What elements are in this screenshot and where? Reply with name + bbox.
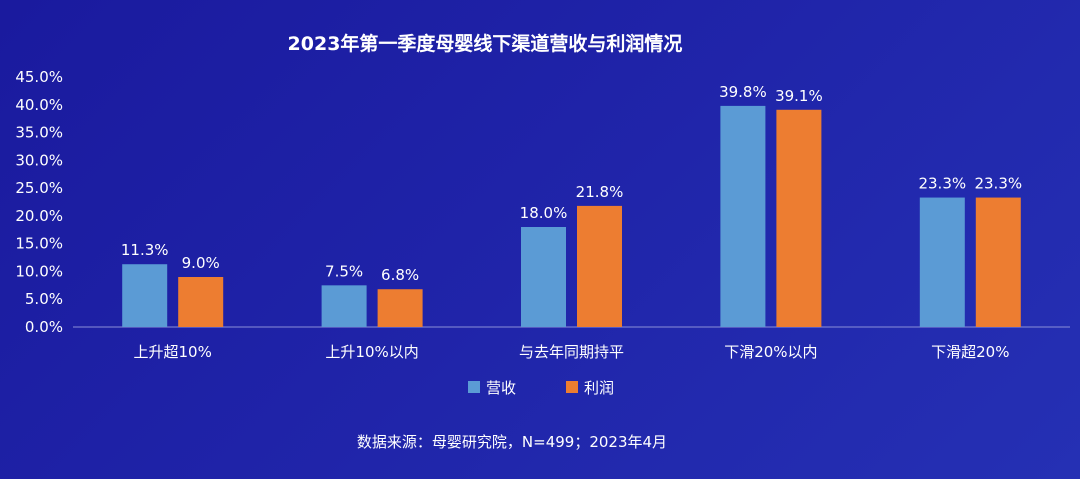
data-label: 21.8% (576, 183, 624, 201)
bar-profit (178, 277, 224, 327)
x-tick-label: 下滑超20% (931, 343, 1009, 361)
y-tick-label: 15.0% (15, 235, 63, 253)
data-label: 11.3% (121, 241, 169, 259)
source-note: 数据来源：母婴研究院，N=499；2023年4月 (357, 433, 667, 451)
bar-revenue (122, 264, 168, 327)
bar-revenue (720, 105, 766, 327)
data-label: 39.8% (719, 83, 767, 101)
y-tick-label: 40.0% (15, 96, 63, 114)
bar-revenue (521, 227, 566, 327)
x-tick-label: 与去年同期持平 (519, 343, 624, 361)
bar-profit (975, 197, 1021, 327)
bar-profit (776, 109, 822, 328)
legend-label: 营收 (486, 379, 516, 397)
x-axis: 上升超10% 上升10%以内 与去年同期持平 下滑20%以内 下滑超20% (134, 343, 1010, 361)
data-label: 7.5% (325, 262, 363, 280)
data-label: 6.8% (381, 266, 419, 284)
y-axis: 0.0% 5.0% 10.0% 15.0% 20.0% 25.0% 30.0% 35.0% 40… (15, 68, 63, 336)
data-label: 9.0% (182, 254, 220, 272)
data-label: 23.3% (974, 175, 1022, 193)
bar-revenue (321, 285, 367, 327)
x-tick-label: 上升10%以内 (325, 343, 418, 361)
y-tick-label: 25.0% (15, 179, 63, 197)
bar-profit (577, 205, 622, 327)
legend-swatch (566, 381, 578, 393)
legend-label: 利润 (584, 379, 614, 397)
bars: 11.3% 9.0% 7.5% 6.8% 18.0% 21.8% 39.8% 39.1% 23.… (121, 83, 1022, 328)
y-tick-label: 5.0% (25, 290, 63, 308)
chart-title: 2023年第一季度母婴线下渠道营收与利润情况 (288, 32, 683, 55)
data-label: 39.1% (775, 87, 823, 105)
y-tick-label: 10.0% (15, 262, 63, 280)
bar-revenue (919, 197, 965, 327)
y-tick-label: 45.0% (15, 68, 63, 86)
x-tick-label: 上升超10% (134, 343, 212, 361)
legend: 营收 利润 (468, 379, 614, 397)
y-tick-label: 20.0% (15, 207, 63, 225)
legend-swatch (468, 381, 480, 393)
y-tick-label: 35.0% (15, 124, 63, 142)
y-tick-label: 30.0% (15, 151, 63, 169)
y-tick-label: 0.0% (25, 318, 63, 336)
x-tick-label: 下滑20%以内 (724, 343, 817, 361)
bar-profit (377, 289, 423, 327)
data-label: 18.0% (520, 204, 568, 222)
data-label: 23.3% (918, 175, 966, 193)
